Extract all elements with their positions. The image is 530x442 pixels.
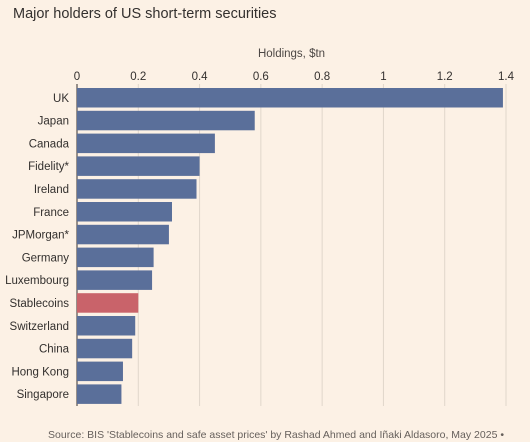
- x-axis-title: Holdings, $tn: [258, 48, 325, 60]
- bar-stablecoins: [77, 293, 139, 313]
- grid-layer: [76, 84, 507, 406]
- chart-title: Major holders of US short-term securitie…: [13, 6, 277, 22]
- category-label: Fidelity*: [28, 161, 69, 173]
- x-tick-label: 1.4: [498, 71, 515, 83]
- category-label: Japan: [38, 116, 69, 128]
- bar-japan: [77, 110, 255, 131]
- bar-luxembourg: [77, 270, 153, 290]
- category-label: Luxembourg: [5, 275, 69, 287]
- category-label: Switzerland: [10, 321, 69, 333]
- bar-canada: [77, 133, 215, 154]
- category-label: JPMorgan*: [12, 230, 69, 242]
- bar-china: [77, 338, 133, 359]
- category-label: Hong Kong: [11, 366, 69, 378]
- chart-source: Source: BIS 'Stablecoins and safe asset …: [48, 429, 504, 441]
- bar-jpmorgan: [77, 224, 169, 245]
- label-layer: Holdings, $tn 0 0.2 0.4 0.6 0.8 1 1.2 1.4 UK Japan…: [5, 48, 515, 401]
- x-tick-label: 0: [74, 71, 80, 83]
- x-tick-label: 0.6: [253, 71, 269, 83]
- category-label: France: [33, 207, 69, 219]
- category-label: Ireland: [34, 184, 69, 196]
- bar-ireland: [77, 179, 197, 199]
- bar-germany: [77, 247, 154, 268]
- x-tick-label: 1: [380, 71, 386, 83]
- bar-switzerland: [77, 316, 136, 336]
- bar-france: [77, 202, 172, 222]
- bar-fidelity: [77, 156, 200, 176]
- x-tick-label: 0.4: [192, 71, 209, 83]
- x-tick-label: 0.8: [314, 71, 330, 83]
- category-label: Stablecoins: [10, 298, 70, 310]
- category-label: Singapore: [17, 389, 69, 401]
- bar-singapore: [77, 384, 122, 404]
- bar-uk: [77, 88, 503, 108]
- category-label: China: [39, 344, 70, 356]
- category-label: Canada: [29, 138, 70, 150]
- bar-hong-kong: [77, 361, 123, 382]
- x-tick-label: 1.2: [437, 71, 453, 83]
- category-label: UK: [53, 93, 69, 105]
- category-label: Germany: [22, 252, 70, 264]
- x-tick-label: 0.2: [130, 71, 146, 83]
- bar-layer: [77, 88, 503, 404]
